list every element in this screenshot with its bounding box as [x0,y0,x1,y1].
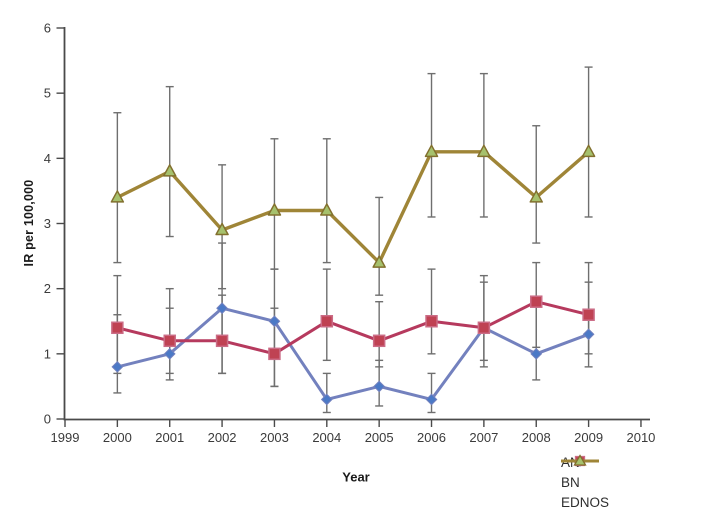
y-tick-label: 5 [44,86,51,101]
x-tick-label: 2002 [208,430,237,445]
x-axis-ticks: 1999 2000 2001 2002 2003 2004 2005 2006 2007 2008… [51,419,655,445]
data-point-marker [477,321,491,335]
data-point-marker [372,255,386,268]
series-AN-markers [111,302,595,406]
x-tick-label: 2000 [103,430,132,445]
x-axis-title: Year [342,469,370,485]
series-AN-error-bars [113,242,593,414]
data-point-marker [529,295,543,308]
y-tick-label: 1 [44,346,51,361]
x-tick-label: 2006 [417,430,446,445]
x-tick-label: 2010 [626,430,655,445]
y-tick-label: 4 [44,151,51,166]
legend-key-marker [573,454,587,466]
data-point-marker [425,393,438,406]
data-point-marker [530,347,543,360]
series-BN-error-bars [113,261,593,388]
x-tick-label: 2005 [365,430,394,445]
series-EDNOS-markers [110,144,596,268]
data-point-marker [581,144,596,158]
data-point-marker [163,347,176,360]
axis-lines [63,27,650,421]
data-point-marker [373,380,386,393]
data-point-marker [215,222,229,236]
series-EDNOS-error-bars [113,66,593,296]
x-tick-label: 2004 [312,430,341,445]
legend-label: EDNOS [561,494,610,510]
legend-item-ednos: EDNOS [560,454,610,512]
data-point-marker [320,203,334,216]
y-tick-label: 3 [44,216,51,231]
data-point-marker [111,321,124,335]
x-tick-label: 2003 [260,430,289,445]
series-BN-line [115,300,591,356]
data-point-marker [268,347,281,361]
data-point-marker [268,315,281,328]
data-point-marker [267,203,282,216]
x-tick-label: 2007 [469,430,498,445]
data-point-marker [320,315,334,328]
x-tick-label: 2009 [574,430,603,445]
series-AN-line [115,306,591,401]
data-point-marker [582,308,595,321]
series-EDNOS-line [115,150,591,265]
data-point-marker [582,328,595,341]
data-point-marker [163,334,176,348]
legend-item-bn: BN [560,455,609,492]
series-BN-markers [111,295,595,361]
data-point-marker [372,334,386,348]
data-point-marker [424,144,439,158]
data-point-marker [110,190,125,203]
legend: AN BN EDNOS [560,452,609,512]
ednos-line-marker-icon [561,454,599,466]
data-point-marker [215,334,229,348]
data-point-marker [162,164,177,177]
y-axis-title: IR per 100,000 [22,179,36,267]
data-point-marker [111,360,124,373]
x-tick-label: 2001 [155,430,184,445]
data-point-marker [477,144,491,158]
data-point-marker [216,302,228,315]
y-tick-label: 6 [44,21,51,36]
y-tick-label: 0 [44,412,51,427]
y-axis-ticks: 0 1 2 3 4 5 6 [44,21,64,427]
data-point-marker [320,393,333,406]
y-tick-label: 2 [44,281,51,296]
data-point-marker [529,190,543,203]
x-tick-label: 1999 [51,430,80,445]
data-point-marker [425,315,438,328]
legend-label: BN [561,474,580,490]
x-tick-label: 2008 [522,430,551,445]
